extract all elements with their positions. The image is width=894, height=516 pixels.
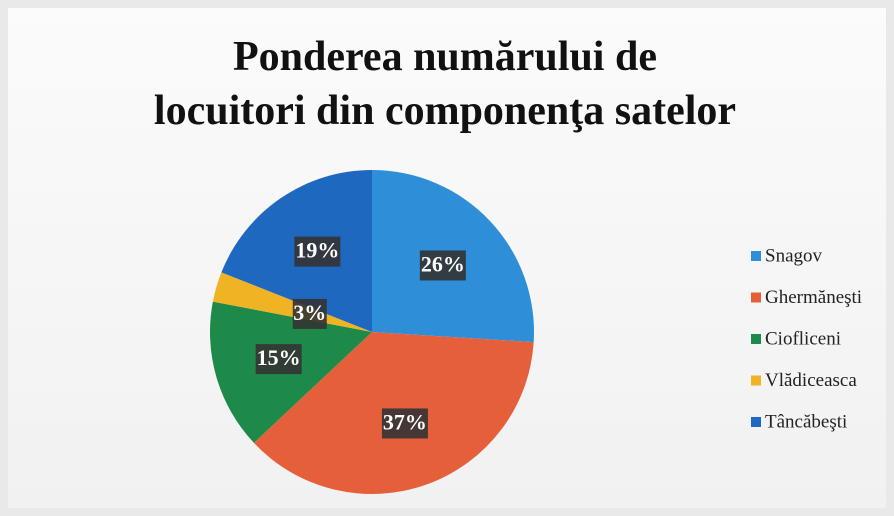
data-label: 26%	[421, 252, 465, 277]
legend-label: Ghermăneşti	[765, 287, 862, 308]
data-label: 15%	[257, 345, 301, 370]
data-label: 3%	[293, 300, 326, 325]
legend-swatch	[751, 292, 761, 303]
legend-swatch	[751, 417, 761, 427]
data-label: 19%	[295, 238, 339, 263]
data-label-box	[381, 408, 428, 439]
legend-swatch	[751, 251, 761, 261]
data-label: 37%	[383, 410, 427, 435]
chart-title: Ponderea numărului de locuitori din comp…	[153, 34, 737, 134]
data-label-box	[255, 344, 302, 375]
legend-label: Snagov	[765, 245, 823, 266]
pie-slice	[212, 272, 372, 332]
legend-swatch	[751, 375, 761, 386]
legend-swatch	[751, 334, 761, 344]
data-label-box	[419, 250, 466, 281]
legend-label: Ciofliceni	[765, 328, 841, 349]
legend-label: Vlădiceasca	[765, 370, 857, 391]
legend-label: Tâncăbeşti	[765, 411, 847, 432]
data-label-box	[292, 298, 327, 329]
data-label-box	[294, 236, 341, 267]
